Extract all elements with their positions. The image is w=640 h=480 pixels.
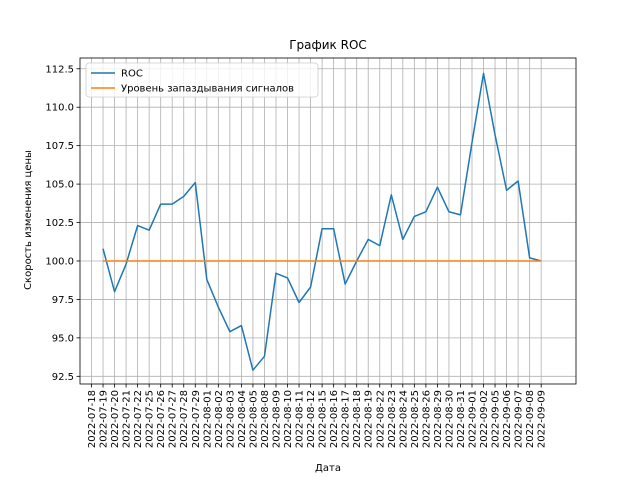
x-tick-label: 2022-08-25 <box>410 390 421 448</box>
x-tick-label: 2022-08-09 <box>271 390 282 448</box>
y-tick-label: 97.5 <box>52 295 74 306</box>
x-tick-label: 2022-08-22 <box>375 390 386 448</box>
x-tick-label: 2022-09-08 <box>525 390 536 448</box>
x-tick-label: 2022-09-02 <box>479 390 490 448</box>
x-tick-label: 2022-08-17 <box>341 390 352 448</box>
chart-title: График ROC <box>289 38 367 52</box>
x-tick-label: 2022-08-15 <box>318 390 329 448</box>
x-tick-label: 2022-07-28 <box>179 390 190 448</box>
x-tick-label: 2022-07-19 <box>99 390 110 448</box>
x-tick-label: 2022-07-29 <box>191 390 202 448</box>
x-tick-label: 2022-08-12 <box>306 390 317 448</box>
x-tick-label: 2022-07-27 <box>168 390 179 448</box>
x-tick-label: 2022-08-26 <box>421 390 432 448</box>
legend-signal-label: Уровень запаздывания сигналов <box>121 84 294 95</box>
y-tick-label: 112.5 <box>45 64 74 75</box>
x-tick-label: 2022-07-22 <box>133 390 144 448</box>
axes-frame <box>79 57 577 385</box>
x-tick-label: 2022-09-05 <box>491 390 502 448</box>
x-tick-label: 2022-08-31 <box>456 390 467 448</box>
x-tick-label: 2022-08-11 <box>295 390 306 448</box>
x-axis-label: Дата <box>315 463 341 474</box>
x-tick-label: 2022-08-03 <box>225 390 236 448</box>
x-tick-label: 2022-08-08 <box>260 390 271 448</box>
y-tick-label: 100.0 <box>45 256 74 267</box>
x-tick-label: 2022-08-30 <box>444 390 455 448</box>
plot-area: 92.5 95.0 97.5 100.0 102.5 105.0 107.5 110.0 112… <box>45 57 577 448</box>
x-tick-label: 2022-09-09 <box>537 390 548 448</box>
x-tick-label: 2022-08-29 <box>433 390 444 448</box>
x-tick-label: 2022-08-05 <box>248 390 259 448</box>
x-tick-label: 2022-08-01 <box>202 390 213 448</box>
y-tick-label: 102.5 <box>45 218 74 229</box>
roc-series-line <box>102 72 542 371</box>
x-tick-label: 2022-07-20 <box>110 390 121 448</box>
x-tick-label: 2022-08-16 <box>329 390 340 448</box>
x-tick-label: 2022-08-23 <box>387 390 398 448</box>
x-tick-label: 2022-09-07 <box>514 390 525 448</box>
x-tick-label: 2022-08-19 <box>364 390 375 448</box>
y-tick-label: 107.5 <box>45 141 74 152</box>
x-tick-label: 2022-08-02 <box>214 390 225 448</box>
legend-box <box>85 62 319 98</box>
x-tick-label: 2022-08-04 <box>237 390 248 448</box>
x-tick-label: 2022-07-18 <box>87 390 98 448</box>
legend-roc-label: ROC <box>121 69 143 80</box>
y-tick-label: 110.0 <box>45 103 74 114</box>
x-tick-label: 2022-08-10 <box>283 390 294 448</box>
x-tick-label: 2022-07-25 <box>145 390 156 448</box>
y-axis-label: Скорость изменения цены <box>23 150 34 290</box>
x-tick-label: 2022-08-18 <box>352 390 363 448</box>
x-tick-label: 2022-08-24 <box>398 390 409 448</box>
x-tick-label: 2022-09-01 <box>467 390 478 448</box>
y-tick-label: 95.0 <box>52 333 74 344</box>
x-tick-label: 2022-09-06 <box>502 390 513 448</box>
x-tick-label: 2022-07-26 <box>156 390 167 448</box>
legend: ROC Уровень запаздывания сигналов <box>85 62 319 98</box>
x-tick-label: 2022-07-21 <box>122 390 133 448</box>
y-tick-label: 92.5 <box>52 372 74 383</box>
y-tick-label: 105.0 <box>45 180 74 191</box>
